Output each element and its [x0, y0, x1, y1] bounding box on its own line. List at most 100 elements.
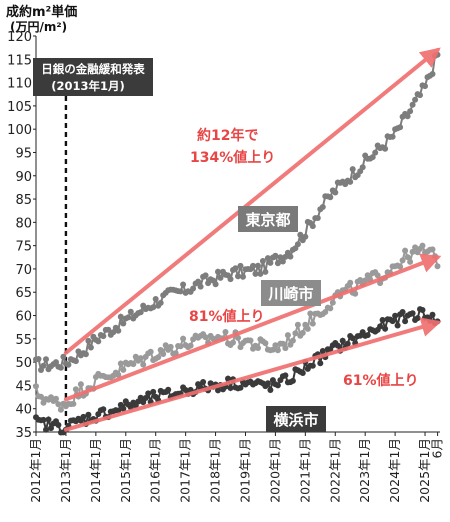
series-point [382, 325, 389, 332]
series-point [130, 361, 137, 368]
y-tick-label: 45 [15, 379, 32, 394]
series-point [397, 124, 404, 131]
series-point [347, 279, 354, 286]
series-point [294, 241, 301, 248]
series-point [137, 309, 144, 316]
y-tick-label: 65 [15, 286, 32, 301]
series-point [225, 375, 231, 382]
series-point [352, 290, 359, 297]
series-point [409, 101, 416, 108]
series-point [235, 334, 241, 341]
series-point [247, 337, 254, 344]
series-point [307, 310, 314, 317]
trend-arrow [63, 47, 441, 355]
trend-arrow [63, 253, 442, 402]
series-point [404, 254, 411, 261]
series-point [379, 317, 386, 323]
series-point [125, 314, 132, 321]
series-point [264, 380, 271, 387]
y-tick-label: 75 [15, 240, 32, 255]
series-point [259, 258, 266, 264]
series-0 [33, 51, 441, 373]
series-point [284, 332, 291, 339]
y-tick-label: 110 [7, 77, 32, 92]
y-tick-label: 50 [15, 356, 32, 371]
trend-arrow [63, 317, 442, 432]
series-point [409, 248, 416, 255]
annotation-yokohama: 61%値上り [343, 372, 419, 389]
series-point [177, 288, 184, 295]
series-point [60, 353, 67, 360]
series-point [319, 204, 326, 210]
y-tick-label: 120 [7, 30, 32, 45]
series-point [235, 273, 241, 280]
annotation-kawasaki: 81%値上り [189, 308, 265, 325]
event-annotation: 日銀の金融緩和発表 (2013年1月) [33, 58, 153, 96]
series-point [282, 345, 289, 352]
series-point [215, 387, 221, 394]
series-point [302, 233, 309, 240]
series-point [394, 322, 401, 329]
series-point [85, 337, 92, 344]
event-label-line2: (2013年1月) [51, 79, 125, 93]
series-point [85, 411, 92, 418]
series-point [43, 426, 49, 433]
series-point [317, 360, 324, 367]
series-point [165, 386, 172, 393]
series-point [359, 164, 366, 171]
series-point [202, 272, 209, 279]
series-point [100, 333, 107, 340]
series-point [429, 246, 436, 253]
series-point [180, 335, 187, 342]
series-point [55, 422, 62, 428]
series-point [409, 310, 416, 317]
series-point [100, 406, 107, 413]
series-point [339, 337, 346, 344]
series-label-tokyo-text: 東京都 [245, 211, 290, 229]
series-point [417, 92, 423, 99]
y-tick-label: 90 [15, 170, 32, 185]
series-point [322, 309, 329, 315]
arrow-layer [63, 47, 442, 432]
series-point [377, 323, 384, 330]
series-point [334, 342, 341, 349]
series-point [82, 351, 89, 358]
series-point [190, 285, 197, 292]
series-point [155, 354, 162, 361]
y-tick-label: 70 [15, 263, 32, 278]
series-point [43, 356, 49, 363]
series-point [57, 406, 64, 413]
series-point [287, 253, 294, 260]
series-point [304, 325, 311, 332]
series-point [40, 362, 47, 369]
series-point [195, 278, 202, 285]
series-point [327, 194, 334, 201]
y-tick-label: 60 [15, 310, 32, 325]
x-tick-label: 2023年1月 [357, 438, 372, 503]
x-tick-label: 2020年1月 [267, 438, 282, 503]
series-point [407, 108, 414, 115]
series-point [429, 71, 436, 77]
series-point [57, 364, 64, 371]
series-point [80, 413, 87, 420]
series-point [404, 113, 411, 120]
y-tick-label: 80 [15, 216, 32, 231]
y-tick-label: 95 [15, 146, 32, 161]
series-point [140, 361, 147, 368]
x-tick-label: 2015年1月 [118, 438, 133, 503]
series-point [255, 345, 261, 351]
series-point [240, 273, 246, 280]
series-point [397, 263, 404, 270]
series-point [115, 371, 122, 378]
series-point [262, 268, 269, 275]
series-point [294, 321, 301, 328]
series-point [279, 258, 286, 265]
series-point [414, 315, 421, 322]
series-point [389, 318, 396, 325]
series-point [117, 313, 124, 320]
series-point [87, 344, 94, 351]
series-point [255, 262, 261, 269]
y-tick-label: 35 [15, 426, 32, 441]
series-point [309, 320, 316, 327]
